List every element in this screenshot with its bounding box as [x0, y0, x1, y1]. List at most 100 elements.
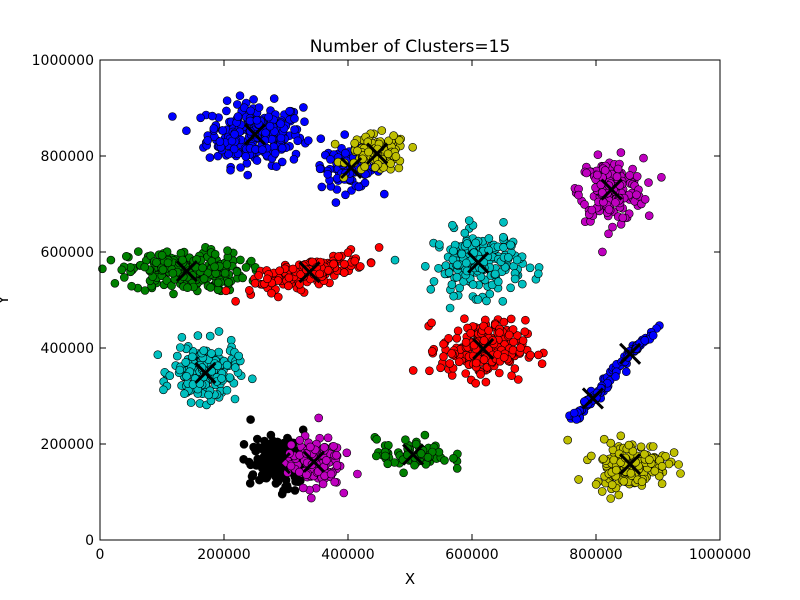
data-point	[574, 475, 583, 484]
data-point	[319, 443, 329, 452]
data-point	[608, 222, 617, 232]
data-point	[229, 144, 239, 154]
data-point	[203, 136, 212, 145]
y-tick-label: 600000	[41, 245, 94, 261]
data-point	[330, 139, 340, 149]
data-point	[449, 246, 458, 256]
data-point	[644, 178, 653, 187]
data-point	[295, 467, 304, 477]
data-point	[127, 281, 136, 291]
data-point	[238, 273, 247, 283]
data-point	[493, 277, 503, 287]
data-point	[248, 470, 258, 479]
data-point	[600, 166, 610, 175]
data-point	[276, 467, 285, 477]
data-point	[607, 480, 617, 490]
x-tick-label: 400000	[321, 547, 374, 563]
data-point	[479, 336, 489, 345]
x-tick-label: 0	[96, 547, 105, 563]
data-point	[176, 343, 185, 352]
data-point	[435, 240, 444, 249]
data-point	[506, 240, 515, 250]
data-point	[233, 112, 243, 121]
data-point	[316, 134, 326, 143]
data-point	[340, 130, 350, 139]
y-tick-label: 400000	[41, 341, 94, 357]
data-point	[340, 259, 349, 269]
data-point	[317, 182, 327, 192]
centroid-marker	[340, 156, 363, 180]
data-point	[330, 477, 340, 487]
data-point	[513, 375, 523, 384]
cluster-7-points	[390, 216, 544, 313]
data-point	[343, 248, 353, 257]
data-point	[252, 434, 262, 444]
data-point	[619, 476, 629, 486]
data-point	[370, 163, 380, 172]
data-point	[290, 486, 300, 495]
data-point	[390, 255, 400, 265]
data-point	[208, 111, 217, 121]
data-point	[482, 296, 491, 306]
data-point	[657, 479, 667, 489]
data-point	[439, 339, 448, 349]
data-point	[315, 269, 325, 279]
data-point	[599, 434, 609, 444]
data-point	[267, 288, 276, 298]
data-point	[239, 439, 249, 449]
data-point	[331, 198, 341, 207]
data-point	[275, 266, 285, 276]
data-point	[604, 205, 614, 214]
data-point	[569, 408, 579, 418]
data-point	[205, 331, 215, 341]
centroid-marker	[402, 443, 425, 466]
data-point	[223, 246, 232, 255]
data-point	[625, 171, 635, 180]
data-point	[453, 326, 463, 336]
data-point	[198, 263, 207, 273]
data-point	[582, 168, 591, 178]
data-point	[460, 314, 469, 324]
data-point	[110, 278, 120, 288]
data-point	[499, 218, 508, 227]
data-point	[303, 136, 313, 145]
data-point	[232, 267, 242, 277]
data-point	[246, 415, 255, 424]
data-point	[157, 251, 167, 260]
data-point	[441, 261, 451, 270]
data-point	[341, 190, 350, 200]
data-point	[245, 285, 254, 295]
data-point	[461, 337, 471, 347]
data-point	[273, 292, 283, 302]
data-point	[506, 314, 516, 324]
data-point	[298, 483, 308, 493]
data-point	[580, 200, 589, 209]
data-point	[286, 440, 296, 450]
y-axis-label: Y	[0, 295, 12, 306]
data-point	[606, 438, 616, 448]
data-point	[408, 366, 418, 375]
data-point	[626, 468, 636, 478]
data-point	[476, 370, 485, 379]
data-point	[245, 478, 255, 488]
data-point	[444, 268, 454, 277]
data-point	[587, 205, 597, 215]
data-point	[597, 487, 607, 496]
data-point	[632, 172, 642, 181]
data-point	[640, 449, 649, 459]
data-point	[494, 368, 504, 378]
data-point	[611, 465, 621, 475]
data-point	[205, 153, 215, 162]
data-point	[426, 284, 436, 294]
data-point	[507, 371, 516, 381]
data-point	[117, 265, 126, 275]
data-point	[611, 372, 620, 381]
data-point	[255, 475, 264, 485]
data-point	[231, 296, 240, 306]
centroid-marker	[619, 342, 642, 365]
data-point	[341, 148, 350, 158]
data-point	[639, 153, 648, 163]
data-point	[599, 454, 608, 464]
data-point	[350, 139, 359, 148]
data-point	[277, 444, 286, 453]
